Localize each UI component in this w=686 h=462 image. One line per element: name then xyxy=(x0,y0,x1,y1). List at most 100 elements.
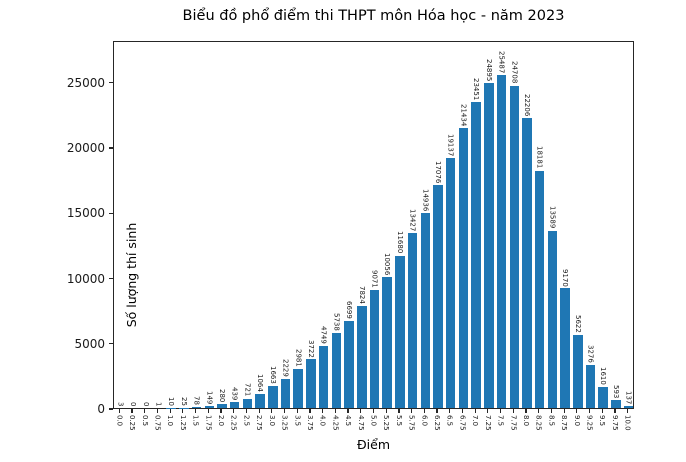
x-tick-mark xyxy=(322,409,324,413)
x-tick-mark xyxy=(398,409,400,413)
x-tick-mark xyxy=(449,409,451,413)
x-tick-label: 3.75 xyxy=(305,415,314,431)
bar xyxy=(204,406,215,408)
y-tick-label: 25000 xyxy=(66,75,105,90)
bar xyxy=(611,400,621,408)
bar xyxy=(509,85,520,408)
y-tick-label: 20000 xyxy=(66,141,105,155)
bar xyxy=(547,230,558,408)
x-tick-mark xyxy=(512,409,514,413)
bar xyxy=(496,75,507,408)
x-tick-label: 4.5 xyxy=(344,415,353,427)
x-tick-label: 0.5 xyxy=(140,415,149,427)
x-tick-label: 9.75 xyxy=(610,415,619,431)
y-tick-mark xyxy=(109,343,113,345)
x-tick-mark xyxy=(487,409,489,413)
x-tick-label: 6.25 xyxy=(433,415,442,431)
x-tick-mark xyxy=(360,409,362,413)
x-tick-mark xyxy=(334,409,336,413)
x-tick-mark xyxy=(258,409,260,413)
bar-value-label: 439 xyxy=(230,386,239,401)
y-tick-mark xyxy=(109,212,113,214)
x-tick-mark xyxy=(576,409,578,413)
x-tick-label: 0.25 xyxy=(128,415,137,431)
x-tick-mark xyxy=(411,409,413,413)
x-tick-mark xyxy=(538,409,540,413)
x-tick-label: 2.25 xyxy=(229,415,238,431)
y-axis-label: Số lượng thí sinh xyxy=(124,222,139,328)
bar-value-label: 3276 xyxy=(586,345,595,364)
x-tick-label: 5.5 xyxy=(394,415,403,427)
x-tick-label: 4.0 xyxy=(318,415,327,427)
bar xyxy=(522,118,532,408)
x-tick-label: 3.0 xyxy=(267,415,276,427)
x-tick-mark xyxy=(461,409,464,413)
x-tick-mark xyxy=(347,409,349,413)
bar xyxy=(242,398,253,408)
bars-layer: 3 0 0 1 10 25 78 149 280 439 721 1064 1663 2229 2981 37… xyxy=(114,42,634,408)
x-tick-mark xyxy=(144,409,146,413)
bar xyxy=(255,394,265,408)
y-tick-mark xyxy=(109,82,113,84)
bar-value-label: 24895 xyxy=(484,58,493,82)
bar-value-label: 24708 xyxy=(510,61,519,84)
x-tick-label: 4.25 xyxy=(331,415,340,431)
bar-value-label: 18181 xyxy=(535,146,544,169)
bar-value-label: 3 xyxy=(116,401,125,406)
bar xyxy=(382,276,392,408)
bar xyxy=(534,170,545,408)
bar-value-label: 149 xyxy=(205,390,214,405)
x-tick-mark xyxy=(283,409,286,413)
x-tick-label: 7.75 xyxy=(509,415,518,431)
bar-value-label: 22206 xyxy=(522,93,531,117)
x-tick-mark xyxy=(131,409,133,413)
x-tick-label: 8.75 xyxy=(560,415,569,431)
x-tick-label: 1.25 xyxy=(178,415,187,431)
x-tick-label: 1.0 xyxy=(166,415,175,427)
x-tick-mark xyxy=(296,409,298,413)
bar xyxy=(306,359,316,408)
x-tick-mark xyxy=(156,409,159,413)
y-tick-mark xyxy=(109,408,113,410)
x-tick-mark xyxy=(271,409,273,413)
bar xyxy=(268,386,278,408)
bar-value-label: 9170 xyxy=(561,268,570,287)
bar-value-label: 5622 xyxy=(573,314,582,333)
x-tick-mark xyxy=(563,409,565,413)
bar xyxy=(420,213,431,408)
x-tick-label: 7.0 xyxy=(471,415,480,427)
bar-value-label: 4749 xyxy=(319,326,328,345)
y-tick-mark xyxy=(109,277,113,280)
x-tick-mark xyxy=(220,409,222,413)
plot-area: 3 0 0 1 10 25 78 149 280 439 721 1064 1663 2229 2981 37… xyxy=(113,41,634,409)
y-tick-label: 0 xyxy=(97,402,105,416)
bar-value-label: 1 xyxy=(154,401,163,406)
bar-value-label: 593 xyxy=(611,384,620,399)
x-tick-label: 3.25 xyxy=(280,415,289,431)
bar xyxy=(191,406,202,408)
x-tick-mark xyxy=(550,409,552,413)
x-tick-label: 8.0 xyxy=(521,415,530,427)
x-tick-mark xyxy=(436,409,438,413)
bar-value-label: 5738 xyxy=(332,313,341,332)
x-tick-label: 3.5 xyxy=(293,415,302,427)
bar xyxy=(217,404,227,408)
x-tick-mark xyxy=(525,409,527,413)
x-tick-mark xyxy=(614,409,616,413)
y-tick-label: 15000 xyxy=(66,206,105,221)
x-tick-mark xyxy=(601,409,603,413)
bar-value-label: 13427 xyxy=(408,208,417,231)
x-tick-mark xyxy=(385,409,387,413)
x-tick-label: 10.0 xyxy=(623,415,632,431)
bar xyxy=(585,365,596,408)
x-tick-label: 8.5 xyxy=(547,415,556,427)
x-tick-mark xyxy=(169,409,171,413)
bar-value-label: 78 xyxy=(192,396,201,405)
x-tick-mark xyxy=(207,409,209,413)
chart-title: Biểu đồ phổ điểm thi THPT môn Hóa học - … xyxy=(182,8,565,24)
x-tick-label: 0.75 xyxy=(153,415,162,431)
bar-value-label: 7824 xyxy=(357,286,366,304)
x-tick-mark xyxy=(194,409,197,413)
bar xyxy=(293,369,303,408)
bar-value-label: 3722 xyxy=(306,339,315,358)
